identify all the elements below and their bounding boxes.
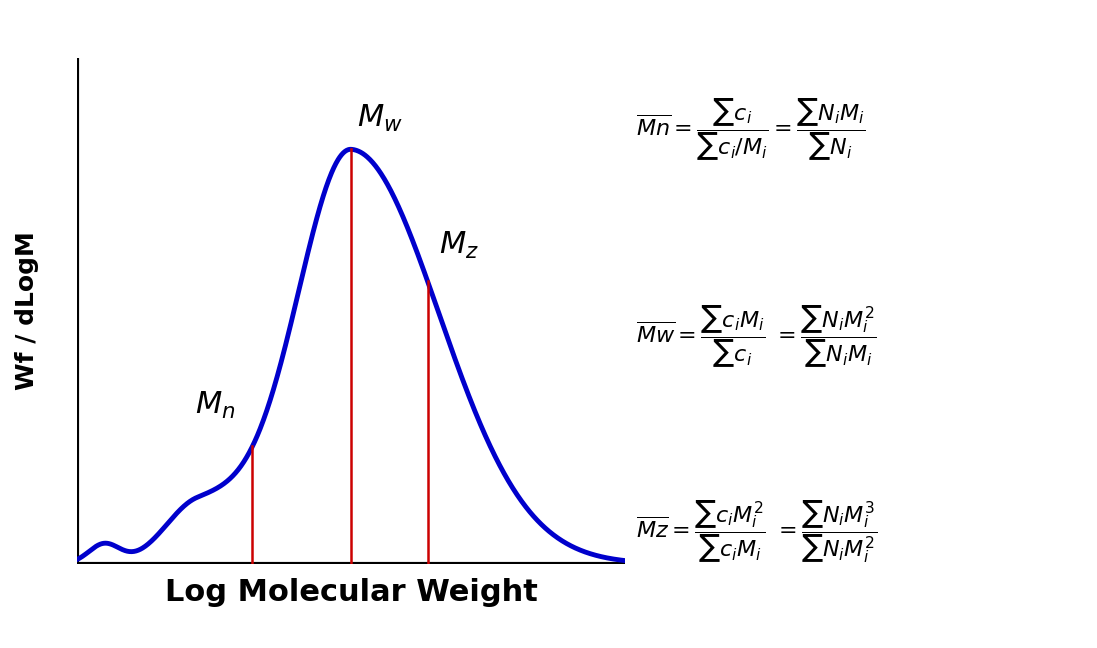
Text: $\overline{Mn} = \dfrac{\sum c_i}{\sum c_i / M_i} = \dfrac{\sum N_i M_i}{\sum N_: $\overline{Mn} = \dfrac{\sum c_i}{\sum c…: [636, 96, 866, 163]
Text: $\overline{Mz} = \dfrac{\sum c_i M_i^2}{\sum c_i M_i} \ = \dfrac{\sum N_i M_i^3}: $\overline{Mz} = \dfrac{\sum c_i M_i^2}{…: [636, 498, 878, 565]
Text: Wf / dLogM: Wf / dLogM: [15, 232, 39, 390]
X-axis label: Log Molecular Weight: Log Molecular Weight: [165, 577, 538, 607]
Text: $\mathit{M}_w$: $\mathit{M}_w$: [357, 103, 403, 134]
Text: $\mathit{M}_n$: $\mathit{M}_n$: [195, 390, 236, 421]
Text: $\mathit{M}_z$: $\mathit{M}_z$: [439, 230, 478, 261]
Text: $\overline{Mw} = \dfrac{\sum c_i M_i}{\sum c_i} \ = \dfrac{\sum N_i M_i^2}{\sum : $\overline{Mw} = \dfrac{\sum c_i M_i}{\s…: [636, 303, 877, 371]
